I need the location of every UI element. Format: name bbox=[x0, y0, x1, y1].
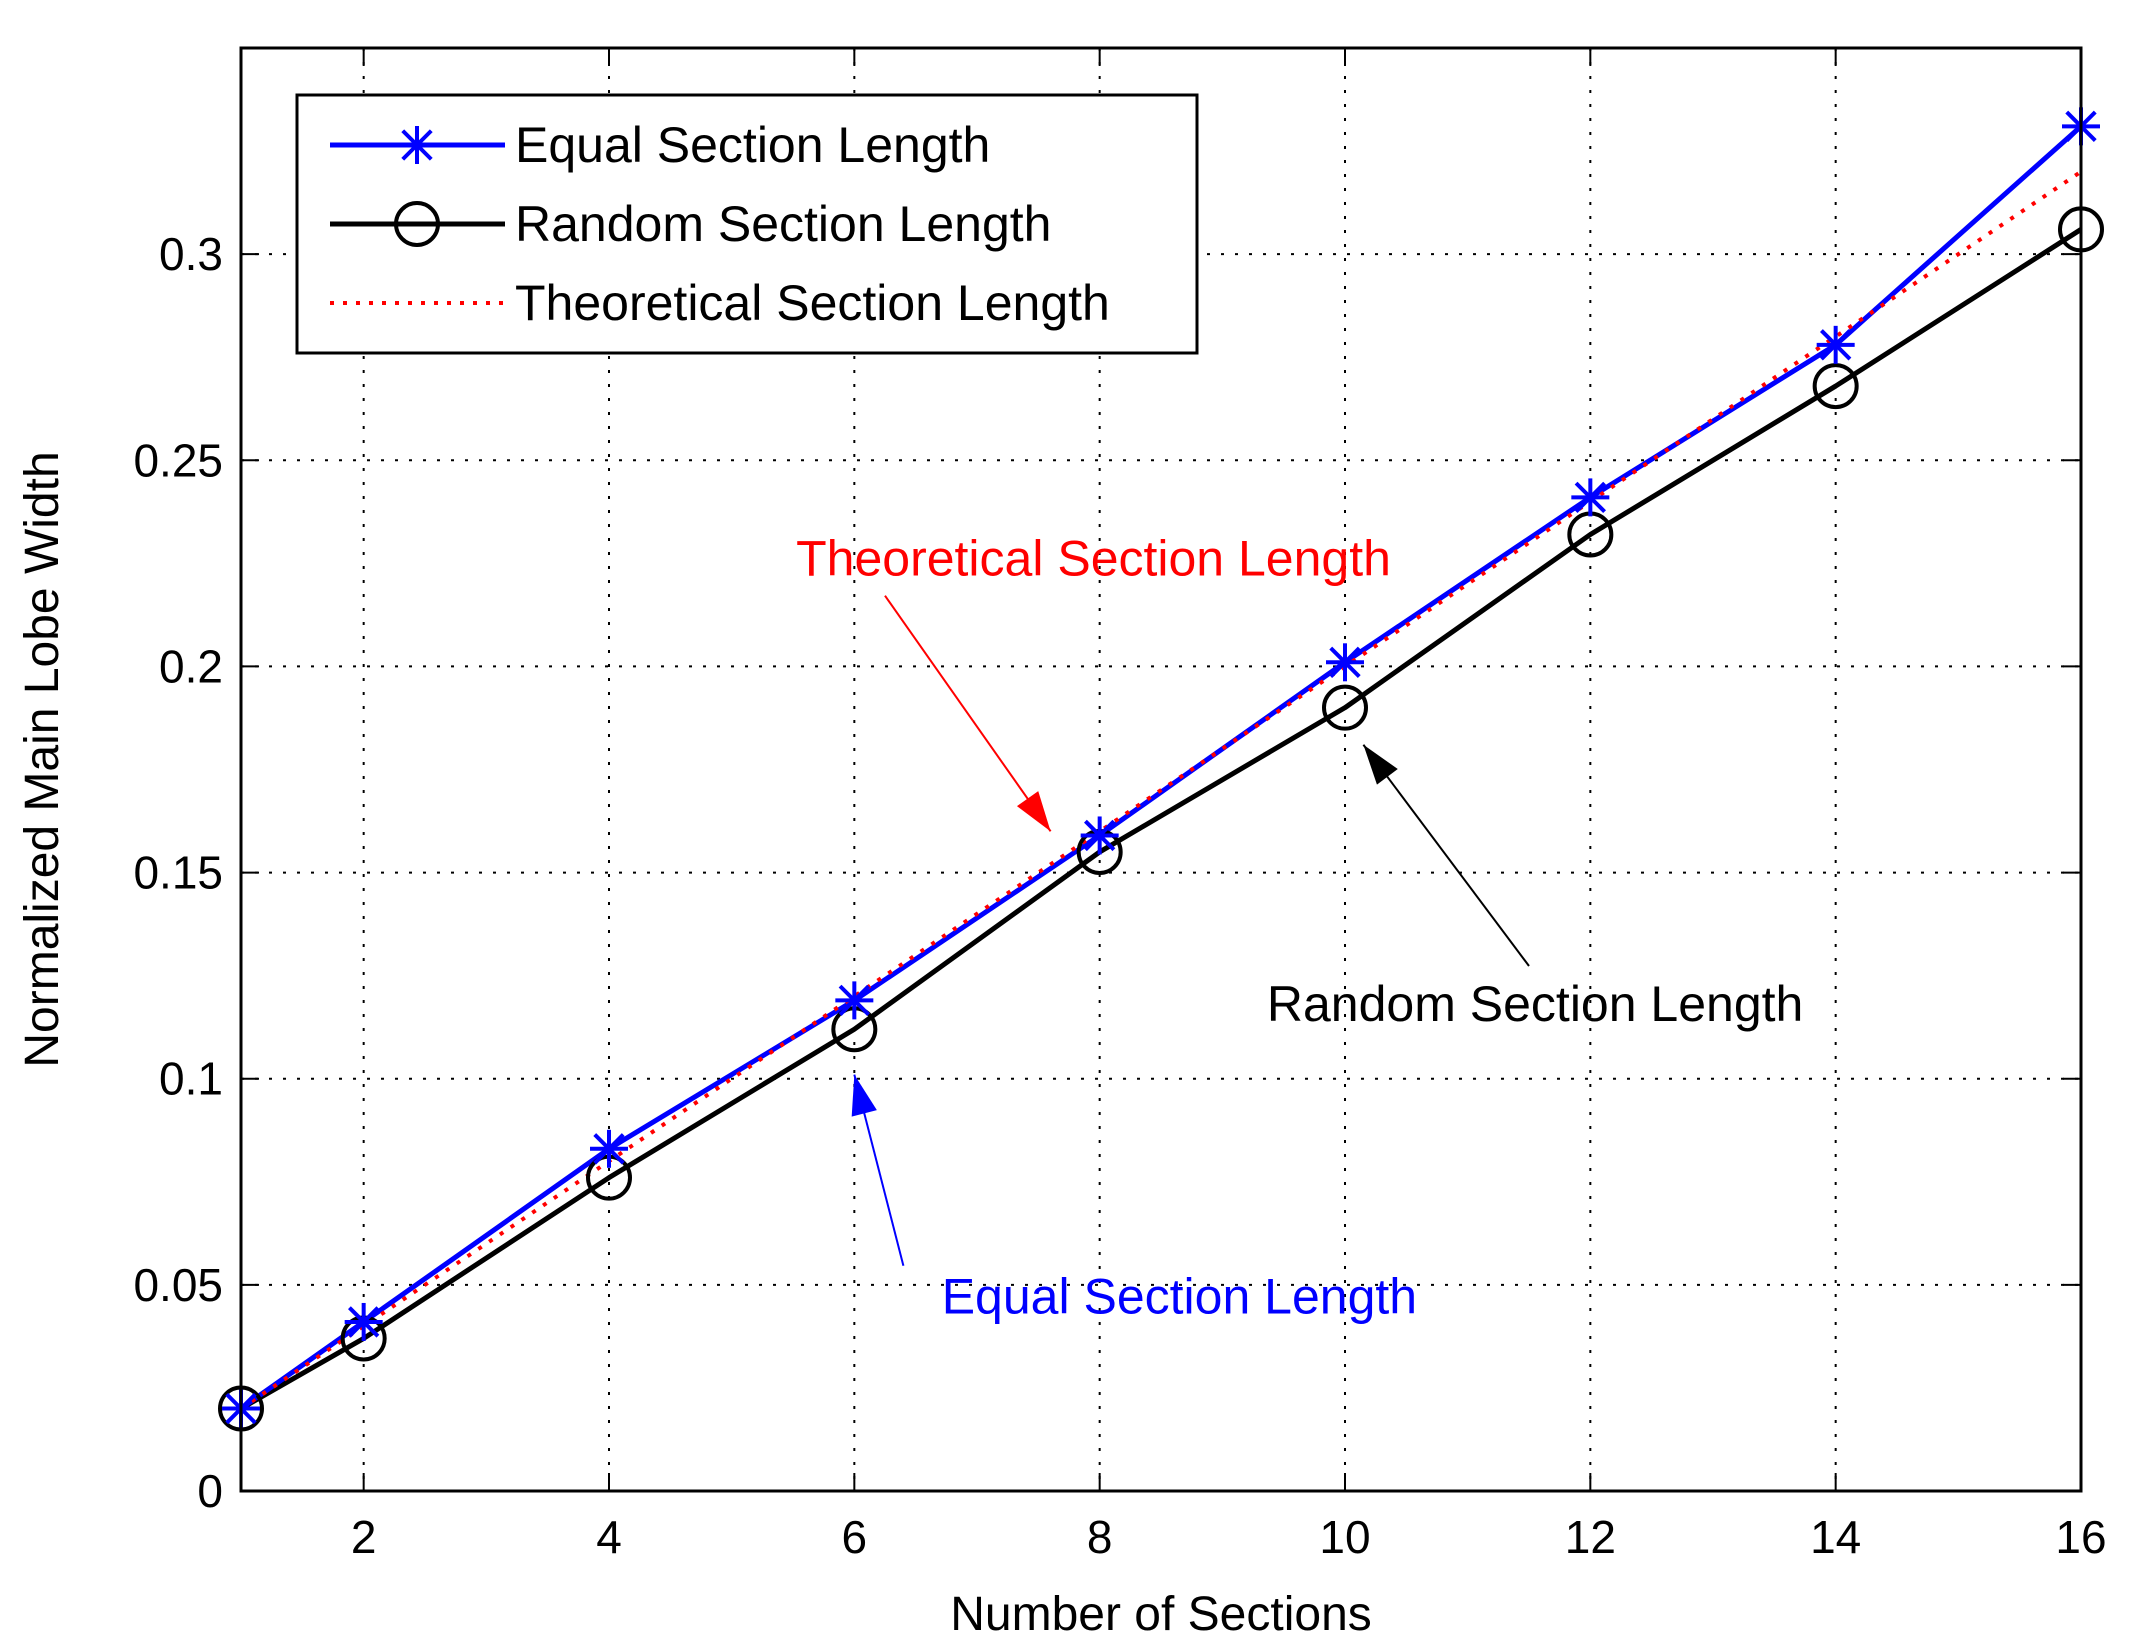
x-axis-label: Number of Sections bbox=[950, 1588, 1372, 1641]
asterisk-marker bbox=[835, 981, 874, 1020]
legend-label: Theoretical Section Length bbox=[515, 275, 1110, 331]
axis-ticks: 2 4 6 8 10 12 14 16 0 0.05 0.1 0.15 0.2 0.25 0.3 bbox=[133, 48, 2107, 1563]
asterisk-stroke bbox=[348, 1306, 380, 1338]
asterisk-stroke bbox=[593, 1133, 625, 1165]
plot-border bbox=[239, 46, 2083, 1493]
y-tick-label: 0 bbox=[197, 1465, 223, 1517]
asterisk-marker bbox=[398, 126, 436, 164]
x-tick-label: 2 bbox=[351, 1511, 377, 1563]
annotation-arrow-head bbox=[1016, 791, 1051, 832]
y-tick-label: 0.05 bbox=[133, 1259, 223, 1311]
x-tick-label: 12 bbox=[1565, 1511, 1616, 1563]
y-axis-label: Normalized Main Lobe Width bbox=[16, 451, 69, 1067]
circle-marker bbox=[394, 201, 440, 247]
asterisk-marker bbox=[590, 1129, 628, 1168]
x-tick-label: 4 bbox=[596, 1511, 622, 1563]
annotation-label: Theoretical Section Length bbox=[796, 531, 1391, 587]
x-tick-label: 10 bbox=[1319, 1511, 1370, 1563]
y-tick-label: 0.2 bbox=[159, 640, 223, 692]
annotation-arrow-line bbox=[884, 595, 1052, 832]
y-tick-label: 0.15 bbox=[133, 847, 223, 899]
y-tick-label: 0.25 bbox=[133, 434, 223, 486]
series-line bbox=[239, 170, 2083, 1411]
annotation-label: Random Section Length bbox=[1267, 976, 1803, 1032]
x-tick-label: 8 bbox=[1087, 1511, 1113, 1563]
x-tick-label: 14 bbox=[1810, 1511, 1861, 1563]
asterisk-marker bbox=[1326, 643, 1364, 682]
annotation-arrow-line bbox=[1362, 744, 1530, 967]
asterisk-marker bbox=[1080, 816, 1119, 855]
asterisk-stroke bbox=[1574, 481, 1606, 514]
asterisk-stroke bbox=[1084, 819, 1116, 852]
y-tick-label: 0.3 bbox=[159, 228, 223, 280]
annotation-arrow-head bbox=[1363, 744, 1398, 785]
legend-label: Equal Section Length bbox=[515, 117, 990, 173]
asterisk-marker bbox=[1816, 325, 1855, 364]
circle-marker bbox=[1812, 363, 1859, 410]
y-tick-label: 0.1 bbox=[159, 1053, 223, 1105]
asterisk-stroke bbox=[1329, 646, 1361, 678]
x-tick-label: 16 bbox=[2055, 1511, 2106, 1563]
legend: Equal Section Length Random Section Lengt… bbox=[295, 93, 1199, 355]
asterisk-marker bbox=[1571, 478, 1610, 517]
annotation-arrow-head bbox=[851, 1074, 877, 1117]
circle-marker bbox=[1322, 684, 1368, 731]
x-tick-label: 6 bbox=[842, 1511, 868, 1563]
asterisk-stroke bbox=[838, 984, 870, 1017]
asterisk-marker bbox=[344, 1302, 383, 1341]
annotation-label: Equal Section Length bbox=[942, 1269, 1417, 1325]
asterisk-stroke bbox=[401, 129, 433, 161]
annotations: Theoretical Section Length Random Section… bbox=[796, 531, 1803, 1325]
legend-label: Random Section Length bbox=[515, 196, 1051, 252]
asterisk-stroke bbox=[1820, 329, 1852, 361]
